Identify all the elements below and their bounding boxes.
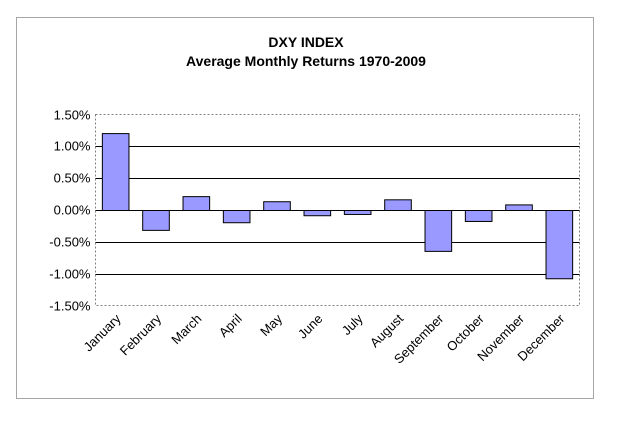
y-tick-label: 1.50%: [54, 108, 91, 123]
bar: [142, 210, 170, 231]
bar: [464, 210, 493, 222]
y-tick-label: 0.50%: [54, 171, 91, 186]
bar: [101, 133, 130, 212]
bar: [384, 199, 412, 212]
bar: [182, 196, 211, 212]
bars: [101, 133, 574, 280]
bar: [303, 210, 332, 217]
bar: [263, 201, 291, 211]
bar: [222, 210, 251, 224]
chart-subtitle: Average Monthly Returns 1970-2009: [186, 53, 426, 69]
y-tick-label: -1.50%: [49, 299, 91, 314]
y-tick-label: 0.00%: [54, 203, 91, 218]
y-tick-label: -1.00%: [49, 267, 91, 282]
bar: [545, 210, 574, 280]
bar: [505, 204, 533, 211]
y-tick-label: -0.50%: [49, 235, 91, 250]
y-tick-label: 1.00%: [54, 139, 91, 154]
y-axis-tick-labels: 1.50% 1.00% 0.50% 0.00% -0.50% -1.00% -1.50%: [49, 108, 91, 314]
chart-title: DXY INDEX: [268, 34, 344, 50]
bar: [343, 210, 372, 215]
bar: [424, 210, 453, 252]
